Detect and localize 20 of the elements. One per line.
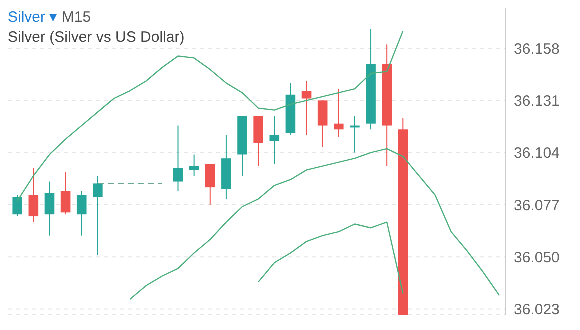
- candlestick: [76, 190, 87, 236]
- candlestick: [12, 194, 23, 218]
- candlestick: [270, 116, 280, 165]
- candlestick: [28, 168, 39, 223]
- candlestick: [205, 164, 216, 206]
- y-tick-label: 36.077: [514, 197, 560, 214]
- candlestick: [302, 80, 312, 136]
- candlestick: [60, 172, 71, 216]
- candlestick: [93, 175, 103, 256]
- candlestick: [334, 88, 344, 138]
- line-series: [258, 222, 404, 294]
- candlestick: [173, 125, 184, 192]
- y-tick-label: 36.158: [514, 40, 560, 58]
- candlestick: [44, 181, 55, 236]
- y-tick-label: 36.104: [514, 145, 560, 162]
- y-tick-label: 36.050: [514, 249, 560, 266]
- y-tick-label: 36.131: [514, 93, 560, 110]
- header: Silver ▾ M15 Silver (Silver vs US Dollar): [8, 8, 185, 46]
- line-series: [129, 148, 500, 300]
- y-tick-label: 36.023: [514, 302, 560, 319]
